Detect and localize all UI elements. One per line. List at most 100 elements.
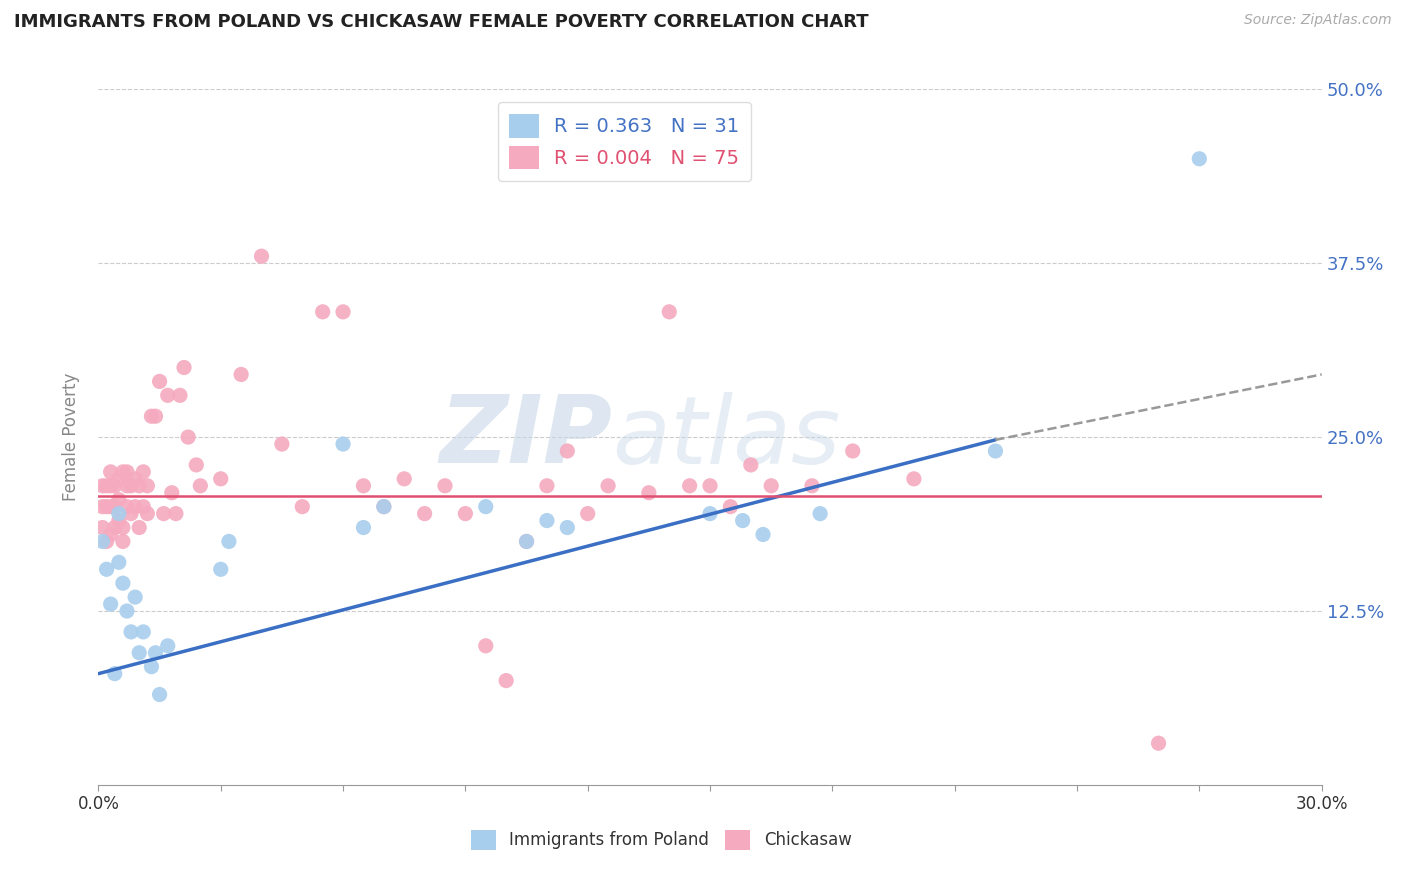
Point xyxy=(91,500,114,514)
Point xyxy=(96,479,118,493)
Point xyxy=(100,597,122,611)
Point xyxy=(516,534,538,549)
Point xyxy=(104,500,127,514)
Point xyxy=(136,507,159,521)
Point xyxy=(111,534,134,549)
Point xyxy=(516,534,538,549)
Point xyxy=(132,465,155,479)
Point xyxy=(557,520,579,534)
Point xyxy=(373,500,395,514)
Point xyxy=(352,520,374,534)
Point xyxy=(96,500,118,514)
Point xyxy=(136,479,159,493)
Point xyxy=(156,639,179,653)
Point xyxy=(149,688,172,702)
Point xyxy=(720,500,742,514)
Point xyxy=(100,500,122,514)
Point xyxy=(115,604,138,618)
Point xyxy=(740,458,762,472)
Point xyxy=(108,555,131,569)
Point xyxy=(658,305,681,319)
Point xyxy=(145,646,167,660)
Point xyxy=(808,507,831,521)
Point xyxy=(474,639,498,653)
Point xyxy=(699,479,721,493)
Point xyxy=(699,507,721,521)
Point xyxy=(120,507,142,521)
Point xyxy=(104,666,127,681)
Point xyxy=(104,479,127,493)
Point xyxy=(100,479,122,493)
Point xyxy=(177,430,200,444)
Point xyxy=(156,388,179,402)
Text: ZIP: ZIP xyxy=(439,391,612,483)
Point xyxy=(557,444,579,458)
Point xyxy=(128,479,150,493)
Point xyxy=(209,562,232,576)
Text: Source: ZipAtlas.com: Source: ZipAtlas.com xyxy=(1244,13,1392,28)
Point xyxy=(149,375,172,389)
Point xyxy=(218,534,240,549)
Point xyxy=(100,465,122,479)
Point xyxy=(598,479,620,493)
Point xyxy=(128,520,150,534)
Point xyxy=(984,444,1007,458)
Point xyxy=(536,479,558,493)
Point xyxy=(752,527,775,541)
Legend: Immigrants from Poland, Chickasaw: Immigrants from Poland, Chickasaw xyxy=(464,823,858,856)
Point xyxy=(108,472,131,486)
Point xyxy=(91,534,114,549)
Point xyxy=(434,479,457,493)
Point xyxy=(761,479,783,493)
Point xyxy=(120,479,142,493)
Point xyxy=(160,485,183,500)
Point xyxy=(352,479,374,493)
Point xyxy=(454,507,477,521)
Point xyxy=(111,520,134,534)
Point xyxy=(132,500,155,514)
Point xyxy=(96,534,118,549)
Point xyxy=(250,249,273,263)
Point xyxy=(169,388,191,402)
Point xyxy=(392,472,416,486)
Point xyxy=(576,507,599,521)
Point xyxy=(152,507,174,521)
Point xyxy=(373,500,395,514)
Point xyxy=(115,500,138,514)
Point xyxy=(536,514,558,528)
Point xyxy=(332,437,354,451)
Point xyxy=(91,479,114,493)
Point xyxy=(1147,736,1170,750)
Point xyxy=(209,472,232,486)
Point xyxy=(231,368,253,382)
Point xyxy=(638,485,661,500)
Point xyxy=(115,465,138,479)
Point xyxy=(291,500,314,514)
Point xyxy=(413,507,436,521)
Point xyxy=(120,624,142,639)
Point xyxy=(173,360,195,375)
Point xyxy=(108,492,131,507)
Point xyxy=(186,458,208,472)
Point xyxy=(124,500,146,514)
Point xyxy=(111,576,134,591)
Point xyxy=(312,305,335,319)
Point xyxy=(903,472,925,486)
Text: IMMIGRANTS FROM POLAND VS CHICKASAW FEMALE POVERTY CORRELATION CHART: IMMIGRANTS FROM POLAND VS CHICKASAW FEMA… xyxy=(14,13,869,31)
Point xyxy=(124,472,146,486)
Text: atlas: atlas xyxy=(612,392,841,483)
Y-axis label: Female Poverty: Female Poverty xyxy=(62,373,80,501)
Point xyxy=(132,624,155,639)
Point xyxy=(104,520,127,534)
Point xyxy=(124,590,146,604)
Point xyxy=(111,465,134,479)
Point xyxy=(474,500,498,514)
Point xyxy=(731,514,754,528)
Point xyxy=(141,659,163,673)
Point xyxy=(108,507,131,521)
Point xyxy=(841,444,863,458)
Point xyxy=(108,514,131,528)
Point xyxy=(165,507,187,521)
Point xyxy=(100,527,122,541)
Point xyxy=(679,479,702,493)
